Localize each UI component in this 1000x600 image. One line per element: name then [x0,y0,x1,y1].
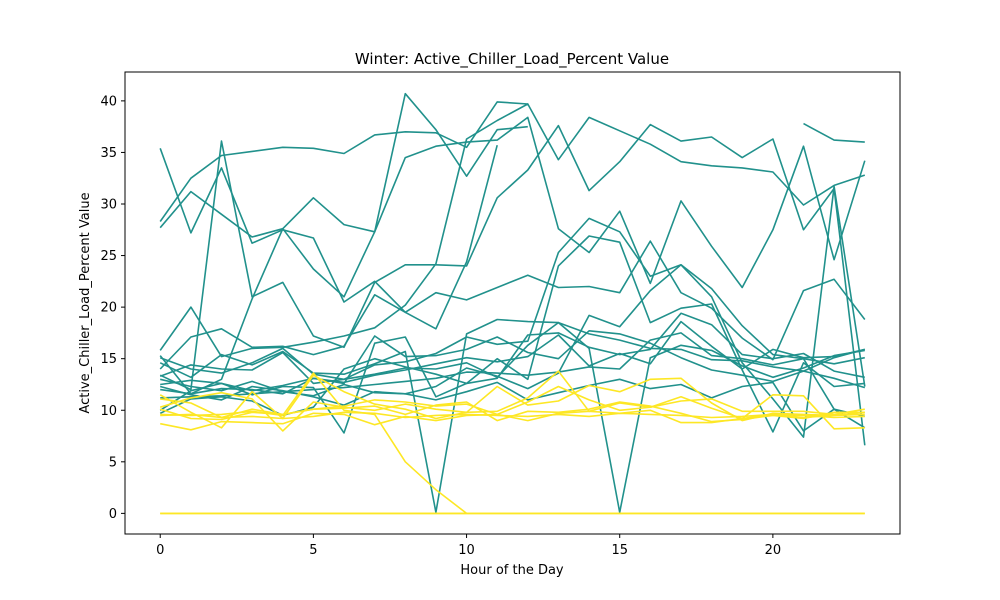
plot-lines [159,92,866,515]
series-line-6 [159,116,866,395]
series-line-0 [159,144,498,330]
series-line-7 [159,185,866,438]
series-line-5 [159,123,866,446]
series-line-1 [159,101,865,222]
series-line-23 [160,409,865,431]
series-line-10 [160,330,866,392]
series-line-16 [159,378,865,432]
x-tick-label: 15 [611,543,628,558]
y-tick-label: 40 [100,94,117,109]
y-tick-label: 15 [100,352,117,367]
y-tick-label: 10 [100,404,117,419]
y-tick-label: 5 [109,455,117,470]
plot-frame [124,71,901,535]
x-tick-label: 0 [156,543,164,558]
x-axis-ticks: 0 5 10 15 20 [156,534,781,558]
series-line-22 [160,411,865,420]
series-line-19 [159,370,865,430]
series-line-12 [160,332,865,399]
series-line-13 [159,312,865,434]
y-tick-label: 0 [109,507,117,522]
x-tick-label: 20 [765,543,782,558]
x-axis-label: Hour of the Day [460,563,564,578]
series-line-11 [160,320,865,395]
series-line-3 [159,103,866,358]
y-tick-label: 20 [100,301,117,316]
x-tick-label: 5 [309,543,317,558]
series-line-25 [160,385,865,419]
series-line-8 [159,318,866,514]
y-tick-label: 25 [100,249,117,264]
y-tick-label: 35 [100,146,117,161]
chart-title: Winter: Active_Chiller_Load_Percent Valu… [355,50,669,69]
series-line-2 [159,92,528,298]
y-tick-label: 30 [100,198,117,213]
series-line-9 [159,321,865,514]
x-tick-label: 10 [458,543,475,558]
y-axis-label: Active_Chiller_Load_Percent Value [78,192,93,413]
series-line-24 [160,372,468,515]
series-line-4 [159,240,866,370]
y-axis-ticks: 0 5 10 15 20 25 30 35 40 [100,94,125,522]
